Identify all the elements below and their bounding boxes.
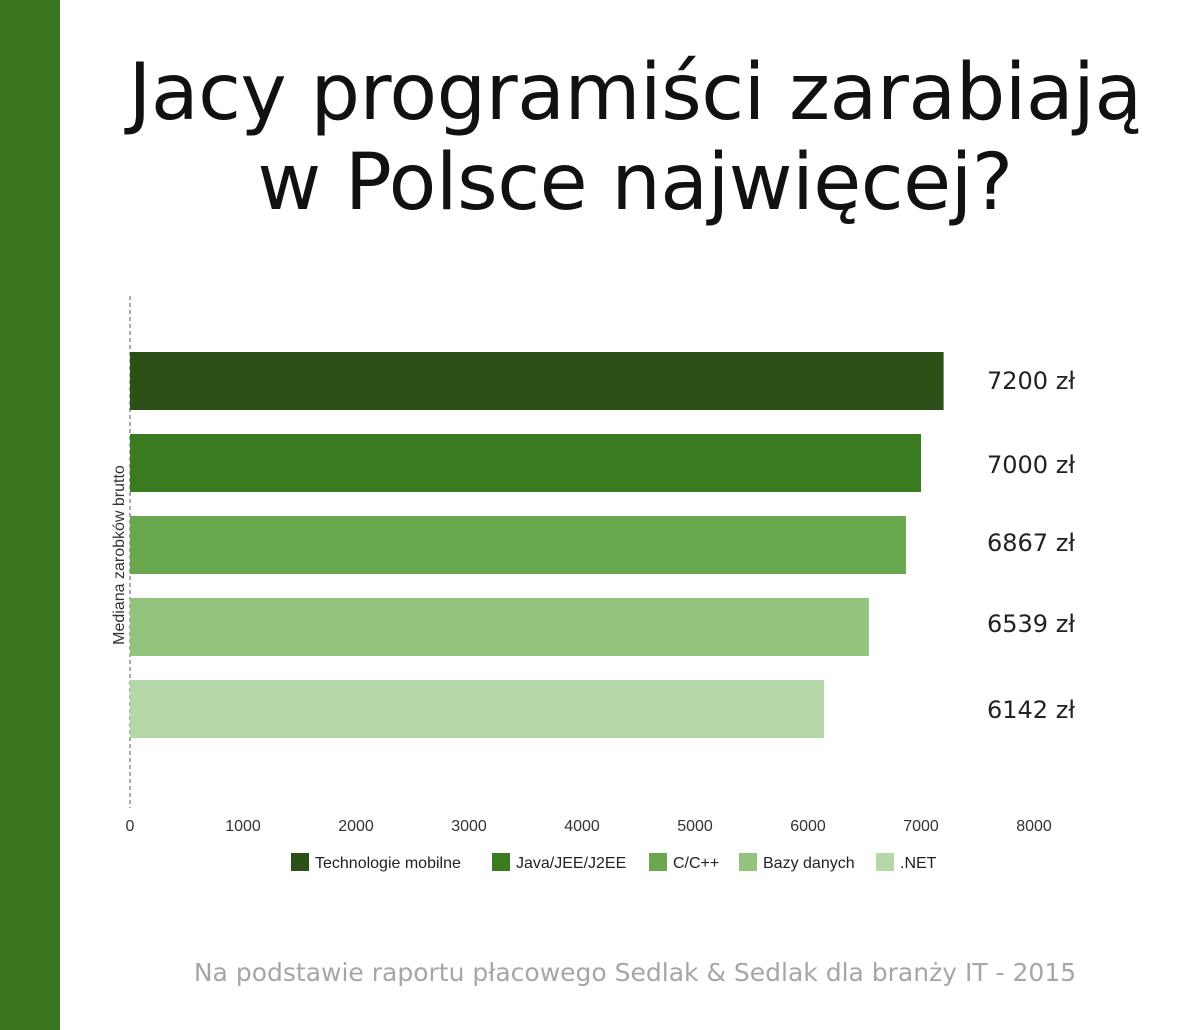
side-stripe xyxy=(0,0,60,1030)
page-title: Jacy programiści zarabiają w Polsce najw… xyxy=(70,48,1200,228)
salary-bar-chart: Mediana zarobków brutto 7200 zł 7000 zł 686… xyxy=(111,296,1075,872)
x-tick-label-7: 7000 xyxy=(903,818,939,835)
value-label-3: 6867 zł xyxy=(987,529,1075,557)
bar-4 xyxy=(130,598,869,656)
legend-swatch-3 xyxy=(649,853,667,871)
x-tick-label-5: 5000 xyxy=(677,818,713,835)
value-label-2: 7000 zł xyxy=(987,451,1075,479)
legend-label-2: Java/JEE/J2EE xyxy=(516,855,626,872)
value-label-4: 6539 zł xyxy=(987,610,1075,638)
bar-5 xyxy=(130,680,825,738)
value-label-1: 7200 zł xyxy=(987,367,1075,395)
x-tick-label-6: 6000 xyxy=(790,818,826,835)
value-label-5: 6142 zł xyxy=(987,696,1075,724)
source-note: Na podstawie raportu płacowego Sedlak & … xyxy=(193,958,1077,987)
x-tick-label-1: 1000 xyxy=(225,818,261,835)
bar-1 xyxy=(130,352,944,410)
x-tick-label-3: 3000 xyxy=(451,818,487,835)
legend-label-3: C/C++ xyxy=(673,855,719,872)
legend-swatch-5 xyxy=(876,853,894,871)
legend-swatch-2 xyxy=(492,853,510,871)
legend-swatch-4 xyxy=(739,853,757,871)
x-tick-label-2: 2000 xyxy=(338,818,374,835)
y-axis-label: Mediana zarobków brutto xyxy=(111,465,128,645)
x-tick-label-4: 4000 xyxy=(564,818,600,835)
x-tick-label-0: 0 xyxy=(126,818,135,835)
legend-label-5: .NET xyxy=(900,855,937,872)
title-line-2: w Polsce najwięcej? xyxy=(257,138,1013,228)
bar-3 xyxy=(130,516,906,574)
legend-label-1: Technologie mobilne xyxy=(315,855,461,872)
legend-swatch-1 xyxy=(291,853,309,871)
title-line-1: Jacy programiści zarabiają xyxy=(128,48,1142,138)
x-tick-label-8: 8000 xyxy=(1016,818,1052,835)
legend-label-4: Bazy danych xyxy=(763,855,855,872)
bar-2 xyxy=(130,434,921,492)
